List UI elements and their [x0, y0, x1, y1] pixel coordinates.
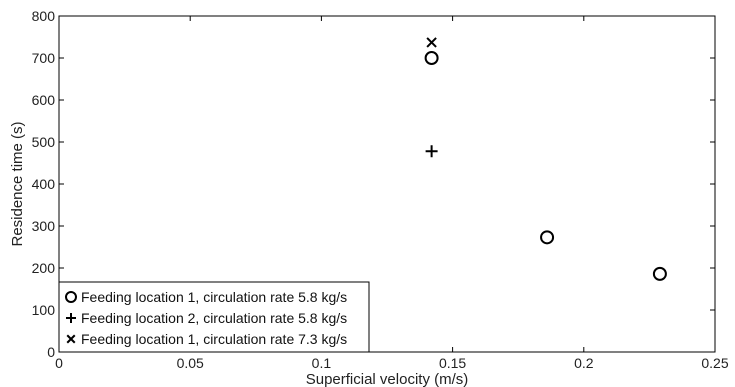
data-point-circle	[540, 230, 555, 245]
legend-box	[58, 281, 370, 353]
data-points	[424, 37, 667, 281]
y-tick-label: 300	[32, 218, 56, 234]
data-point-plus	[425, 145, 438, 158]
x-axis-label: Superficial velocity (m/s)	[306, 371, 469, 387]
legend-entry-label: Feeding location 1, circulation rate 5.8…	[81, 289, 347, 305]
y-tick-label: 400	[32, 176, 56, 192]
legend-entry-label: Feeding location 1, circulation rate 7.3…	[81, 331, 347, 347]
x-tick-label: 0.05	[177, 355, 204, 371]
y-tick-label: 100	[32, 302, 56, 318]
x-tick-label: 0.2	[574, 355, 594, 371]
y-tick-label: 0	[47, 344, 55, 360]
data-point-circle	[652, 266, 667, 281]
y-tick-label: 600	[32, 92, 56, 108]
data-point-circle	[424, 51, 439, 65]
legend: Feeding location 1, circulation rate 5.8…	[58, 281, 370, 353]
x-tick-label: 0	[55, 355, 63, 371]
y-tick-label: 800	[32, 8, 56, 24]
legend-entry-label: Feeding location 2, circulation rate 5.8…	[81, 310, 347, 326]
x-tick-label: 0.15	[439, 355, 466, 371]
legend-marker-circle	[65, 291, 77, 303]
axis-tick-labels: 0 0.05 0.1 0.15 0.2 0.25 0 100 200 300 400 500 600 70…	[32, 8, 729, 371]
x-tick-label: 0.25	[701, 355, 728, 371]
legend-marker-plus	[66, 313, 76, 323]
y-tick-label: 700	[32, 50, 56, 66]
data-point-cross	[426, 37, 437, 48]
legend-marker-cross	[66, 334, 76, 344]
y-tick-label: 200	[32, 260, 56, 276]
y-axis-label: Residence time (s)	[9, 121, 26, 246]
y-tick-label: 500	[32, 134, 56, 150]
x-tick-label: 0.1	[312, 355, 332, 371]
